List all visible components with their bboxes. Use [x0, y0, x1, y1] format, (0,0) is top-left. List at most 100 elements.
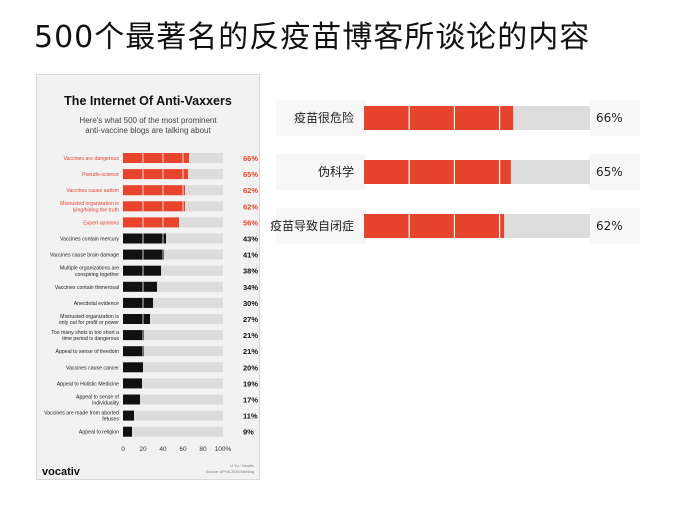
category-label: Too many shots in too short a	[51, 330, 119, 336]
data-label: 43%	[243, 235, 258, 244]
bar	[123, 346, 144, 357]
category-label: lying/hiding the truth	[73, 207, 120, 213]
bar	[123, 265, 161, 276]
bar	[123, 185, 185, 196]
data-label: 56%	[243, 218, 258, 227]
x-tick-label: 0	[121, 446, 125, 453]
x-tick-label: 40	[159, 446, 167, 453]
bar	[123, 394, 140, 405]
data-label: 38%	[243, 267, 258, 276]
bar	[364, 160, 511, 184]
bar-track	[123, 362, 223, 373]
bar	[123, 330, 144, 341]
data-label: 62%	[243, 202, 258, 211]
category-label: Vaccines cause cancer	[66, 365, 119, 371]
value-backdrop	[590, 100, 640, 136]
x-tick-label: 100%	[215, 446, 232, 453]
data-label: 19%	[243, 379, 258, 388]
bar-track	[123, 314, 223, 324]
bar-track	[123, 233, 223, 244]
category-label: Vaccines contain mercury	[60, 237, 119, 243]
brand-logo: vocativ	[42, 466, 81, 478]
category-label: Appeal to religion	[79, 430, 119, 436]
infographic-panel: The Internet Of Anti-Vaxxers Here's what …	[36, 74, 260, 480]
label-backdrop	[276, 100, 366, 136]
category-label: Vaccines cause brain damage	[50, 253, 119, 259]
infographic-chart: The Internet Of Anti-Vaxxers Here's what …	[42, 94, 258, 478]
bar-track	[123, 330, 223, 341]
label-backdrop	[276, 154, 366, 190]
category-label: Appeal to Holistic Medicine	[57, 381, 119, 387]
data-label: 65%	[243, 170, 258, 179]
credit-line: Source: APHA 2015 Meeting	[206, 470, 254, 474]
category-label: 疫苗导致自闭症	[270, 218, 354, 233]
category-label: Multiple organizations are	[60, 266, 119, 272]
bar	[123, 426, 132, 437]
data-label: 17%	[243, 396, 258, 405]
category-label: Vaccines contain thimerosal	[55, 285, 119, 291]
category-label: individuality	[92, 401, 119, 407]
bar	[123, 297, 153, 308]
bar	[123, 410, 134, 421]
credit-line: Li Yu / Vocativ	[230, 464, 254, 468]
data-label: 62%	[596, 219, 623, 233]
bar-track	[123, 265, 223, 276]
bar	[123, 378, 142, 389]
data-label: 66%	[243, 154, 258, 163]
category-label: Anecdotal evidence	[74, 301, 119, 307]
bar	[123, 217, 179, 228]
bar-track	[123, 346, 223, 357]
data-label: 62%	[243, 186, 258, 195]
data-label: 65%	[596, 165, 623, 179]
infographic-subtitle-line: anti-vaccine blogs are talking about	[85, 126, 211, 135]
bar-track	[123, 297, 223, 308]
category-label: time period is dangerous	[62, 336, 119, 342]
category-label: Mistrusted organization is	[60, 201, 119, 207]
data-label: 30%	[243, 299, 258, 308]
category-label: Pseudo-science	[82, 172, 119, 178]
bar-track	[123, 394, 223, 405]
bar-track	[123, 410, 223, 421]
category-label: Appeal to sense of freedom	[56, 349, 119, 355]
bar	[364, 214, 505, 238]
category-label: Vaccines are dangerous	[63, 156, 119, 162]
bar	[123, 314, 150, 324]
infographic-subtitle-line: Here's what 500 of the most prominent	[79, 116, 217, 125]
data-label: 11%	[243, 412, 258, 421]
data-label: 21%	[243, 331, 258, 340]
category-label: only out for profit or power	[59, 320, 120, 326]
category-label: fetuses	[102, 417, 119, 423]
page-title: 500个最著名的反疫苗博客所谈论的内容	[34, 20, 591, 55]
data-label: 41%	[243, 251, 258, 260]
category-label: Vaccines are made from aborted	[44, 411, 119, 417]
label-backdrop	[276, 208, 366, 244]
category-label: Mistrusted organization is	[60, 314, 119, 320]
bar-track	[123, 249, 223, 260]
bar	[123, 249, 164, 260]
value-backdrop	[590, 208, 640, 244]
data-label: 9%	[243, 428, 254, 437]
bar	[123, 281, 157, 292]
category-label: conspiring together	[75, 272, 119, 278]
category-label: Expert opinions	[83, 220, 119, 226]
category-label: Vaccines cause autism	[66, 188, 119, 194]
data-label: 27%	[243, 315, 258, 324]
bar	[123, 201, 185, 212]
bar	[123, 169, 188, 180]
bar	[123, 362, 143, 373]
bar-track	[123, 281, 223, 292]
category-label: 疫苗很危险	[294, 110, 354, 125]
x-tick-label: 80	[199, 446, 207, 453]
x-tick-label: 60	[179, 446, 187, 453]
bar	[123, 153, 189, 163]
value-backdrop	[590, 154, 640, 190]
category-label: 伪科学	[318, 164, 354, 179]
bar-track	[123, 378, 223, 389]
data-label: 34%	[243, 283, 258, 292]
data-label: 66%	[596, 111, 623, 125]
bar	[123, 233, 166, 244]
data-label: 20%	[243, 363, 258, 372]
bar-track	[123, 426, 223, 437]
data-label: 21%	[243, 347, 258, 356]
